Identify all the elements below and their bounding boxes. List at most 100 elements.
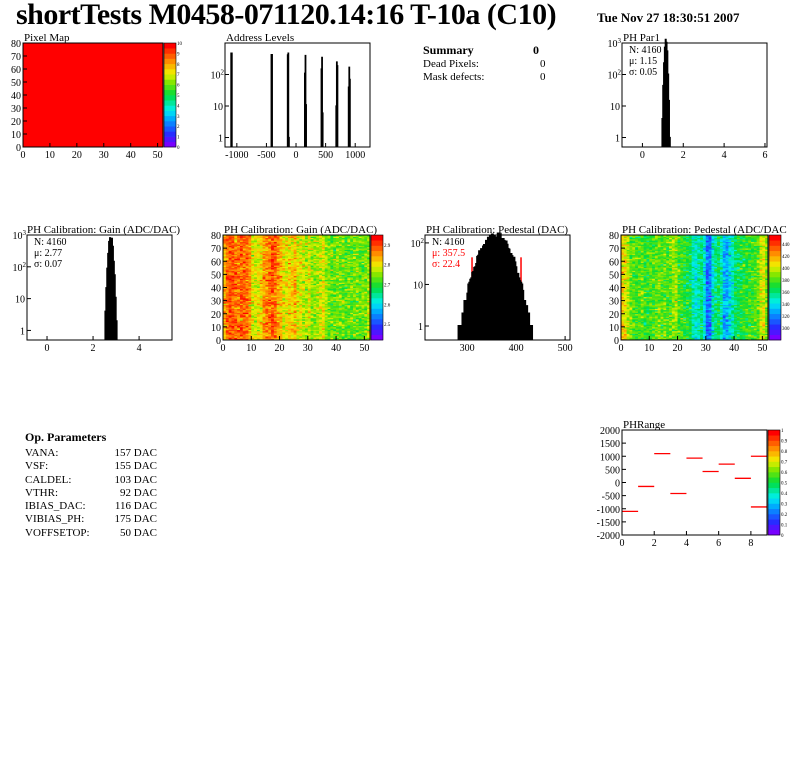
heatmap-cell	[316, 288, 320, 291]
heatmap-cell	[310, 284, 314, 287]
heatmap-cell	[251, 308, 255, 311]
heatmap-cell	[237, 321, 241, 324]
heatmap-cell	[231, 288, 235, 291]
heatmap-cell	[271, 282, 275, 284]
heatmap-cell	[290, 301, 295, 304]
heatmap-cell	[265, 298, 269, 300]
heatmap-cell	[299, 322, 303, 325]
heatmap-cell	[242, 321, 247, 324]
heatmap-cell	[237, 308, 241, 311]
heatmap-cell	[231, 256, 235, 258]
heatmap-cell	[268, 279, 272, 282]
heatmap-cell	[248, 266, 252, 269]
heatmap-cell	[268, 238, 272, 241]
heatmap-cell	[296, 242, 300, 245]
heatmap-cell	[313, 325, 317, 328]
heatmap-cell	[231, 287, 235, 290]
heatmap-cell	[290, 326, 295, 329]
heatmap-cell	[290, 283, 295, 286]
heatmap-cell	[271, 279, 275, 282]
heatmap-cell	[273, 307, 278, 309]
heatmap-cell	[265, 328, 269, 330]
heatmap-cell	[279, 274, 283, 277]
heatmap-cell	[248, 316, 252, 319]
heatmap-cell	[316, 283, 320, 286]
palette-tick-label: 2.8	[384, 264, 391, 269]
heatmap-cell	[234, 241, 238, 244]
heatmap-cell	[307, 280, 312, 283]
palette-bin	[371, 235, 383, 241]
heatmap-cell	[237, 273, 241, 275]
heatmap-cell	[231, 313, 235, 316]
heatmap-cell	[271, 259, 275, 262]
heatmap-cell	[296, 256, 300, 258]
heatmap-cell	[313, 245, 317, 248]
heatmap-cell	[265, 245, 269, 248]
heatmap-cell	[276, 262, 280, 265]
heatmap-cell	[276, 238, 280, 241]
heatmap-cell	[242, 236, 247, 239]
heatmap-cell	[307, 294, 312, 296]
heatmap-cell	[279, 301, 283, 304]
heatmap-cell	[242, 265, 247, 267]
heatmap-cell	[239, 277, 244, 279]
heatmap-cell	[262, 270, 266, 273]
y-tick-label: 10	[11, 130, 21, 141]
heatmap-cell	[256, 279, 261, 282]
heatmap-cell	[228, 294, 232, 296]
heatmap-cell	[228, 244, 232, 246]
heatmap-cell	[231, 273, 235, 275]
heatmap-cell	[248, 235, 252, 237]
heatmap-cell	[310, 312, 314, 315]
heatmap-cell	[265, 312, 269, 315]
heatmap-cell	[276, 237, 280, 240]
heatmap-cell	[288, 270, 292, 273]
heatmap-cell	[299, 324, 303, 326]
heatmap-cell	[265, 256, 269, 258]
heatmap-cell	[259, 283, 263, 286]
heatmap-cell	[251, 296, 255, 299]
heatmap-cell	[299, 248, 303, 250]
heatmap-cell	[302, 245, 306, 248]
heatmap-cell	[307, 248, 312, 250]
heatmap-cell	[237, 253, 241, 256]
heatmap-cell	[313, 259, 317, 262]
heatmap-cell	[248, 319, 252, 321]
heatmap-cell	[293, 275, 297, 278]
heatmap-cell	[251, 250, 255, 253]
heatmap-cell	[262, 282, 266, 284]
heatmap-cell	[223, 258, 227, 261]
heatmap-cell	[262, 266, 266, 269]
op-parameter-row: VSF: 155 DAC	[25, 460, 165, 473]
heatmap-cell	[313, 337, 317, 340]
heatmap-cell	[237, 334, 241, 337]
heatmap-cell	[276, 266, 280, 269]
heatmap-cell	[285, 253, 289, 256]
heatmap-cell	[307, 284, 312, 287]
heatmap-cell	[279, 292, 283, 295]
heatmap-cell	[237, 300, 241, 303]
heatmap-cell	[262, 246, 266, 249]
heatmap-cell	[254, 303, 258, 305]
heatmap-cell	[239, 244, 244, 246]
heatmap-cell	[239, 246, 244, 249]
heatmap-cell	[242, 254, 247, 257]
heatmap-cell	[307, 303, 312, 305]
heatmap-cell	[265, 295, 269, 298]
heatmap-cell	[262, 317, 266, 320]
heatmap-cell	[293, 252, 297, 254]
heatmap-cell	[302, 287, 306, 290]
heatmap-cell	[251, 269, 255, 271]
palette-tick-label: 2.5	[384, 323, 391, 328]
heatmap-cell	[304, 238, 309, 241]
heatmap-cell	[237, 236, 241, 239]
heatmap-cell	[304, 284, 309, 287]
heatmap-cell	[313, 241, 317, 244]
heatmap-cell	[256, 278, 261, 281]
heatmap-cell	[273, 271, 278, 274]
heatmap-cell	[225, 271, 230, 274]
heatmap-cell	[248, 299, 252, 302]
heatmap-cell	[234, 304, 238, 307]
heatmap-cell	[259, 241, 263, 244]
heatmap-cell	[313, 253, 317, 256]
